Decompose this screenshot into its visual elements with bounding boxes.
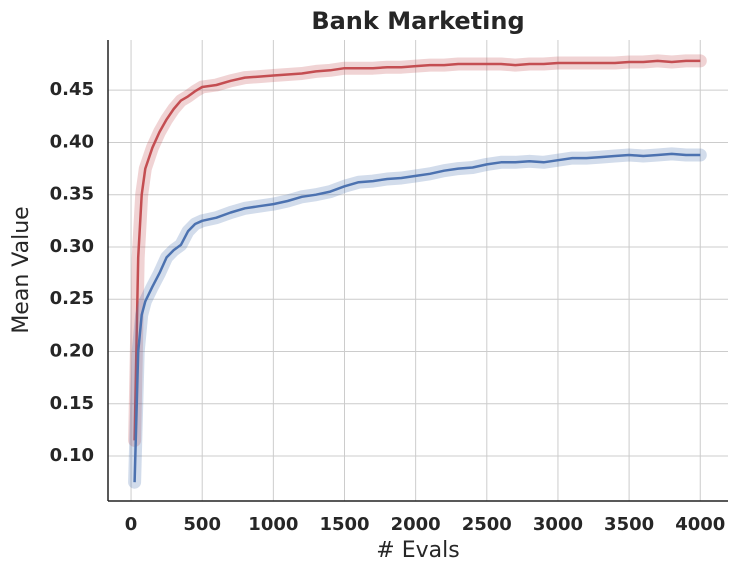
confidence-band: [128, 147, 707, 489]
confidence-band: [128, 54, 707, 447]
plot-area: [128, 54, 707, 489]
x-tick-label: 0: [125, 514, 138, 535]
grid: [108, 40, 728, 501]
y-tick-label: 0.40: [50, 131, 94, 152]
y-tick-label: 0.10: [50, 445, 94, 466]
series-line: [133, 59, 701, 441]
y-tick-label: 0.30: [50, 236, 94, 257]
x-tick-label: 3000: [533, 514, 583, 535]
y-tick-label: 0.35: [50, 184, 94, 205]
x-tick-label: 2000: [391, 514, 441, 535]
series-line: [133, 152, 701, 483]
x-tick-label: 1500: [319, 514, 369, 535]
x-tick-label: 4000: [675, 514, 725, 535]
x-axis-label: # Evals: [376, 538, 459, 563]
y-tick-label: 0.15: [50, 393, 94, 414]
y-tick-label: 0.45: [50, 79, 94, 100]
y-tick-label: 0.20: [50, 341, 94, 362]
chart-title: Bank Marketing: [311, 7, 524, 35]
x-tick-label: 3500: [604, 514, 654, 535]
x-tick-label: 2500: [462, 514, 512, 535]
x-tick-label: 500: [183, 514, 221, 535]
x-tick-label: 1000: [248, 514, 298, 535]
y-tick-label: 0.25: [50, 288, 94, 309]
y-axis-label: Mean Value: [9, 206, 34, 333]
